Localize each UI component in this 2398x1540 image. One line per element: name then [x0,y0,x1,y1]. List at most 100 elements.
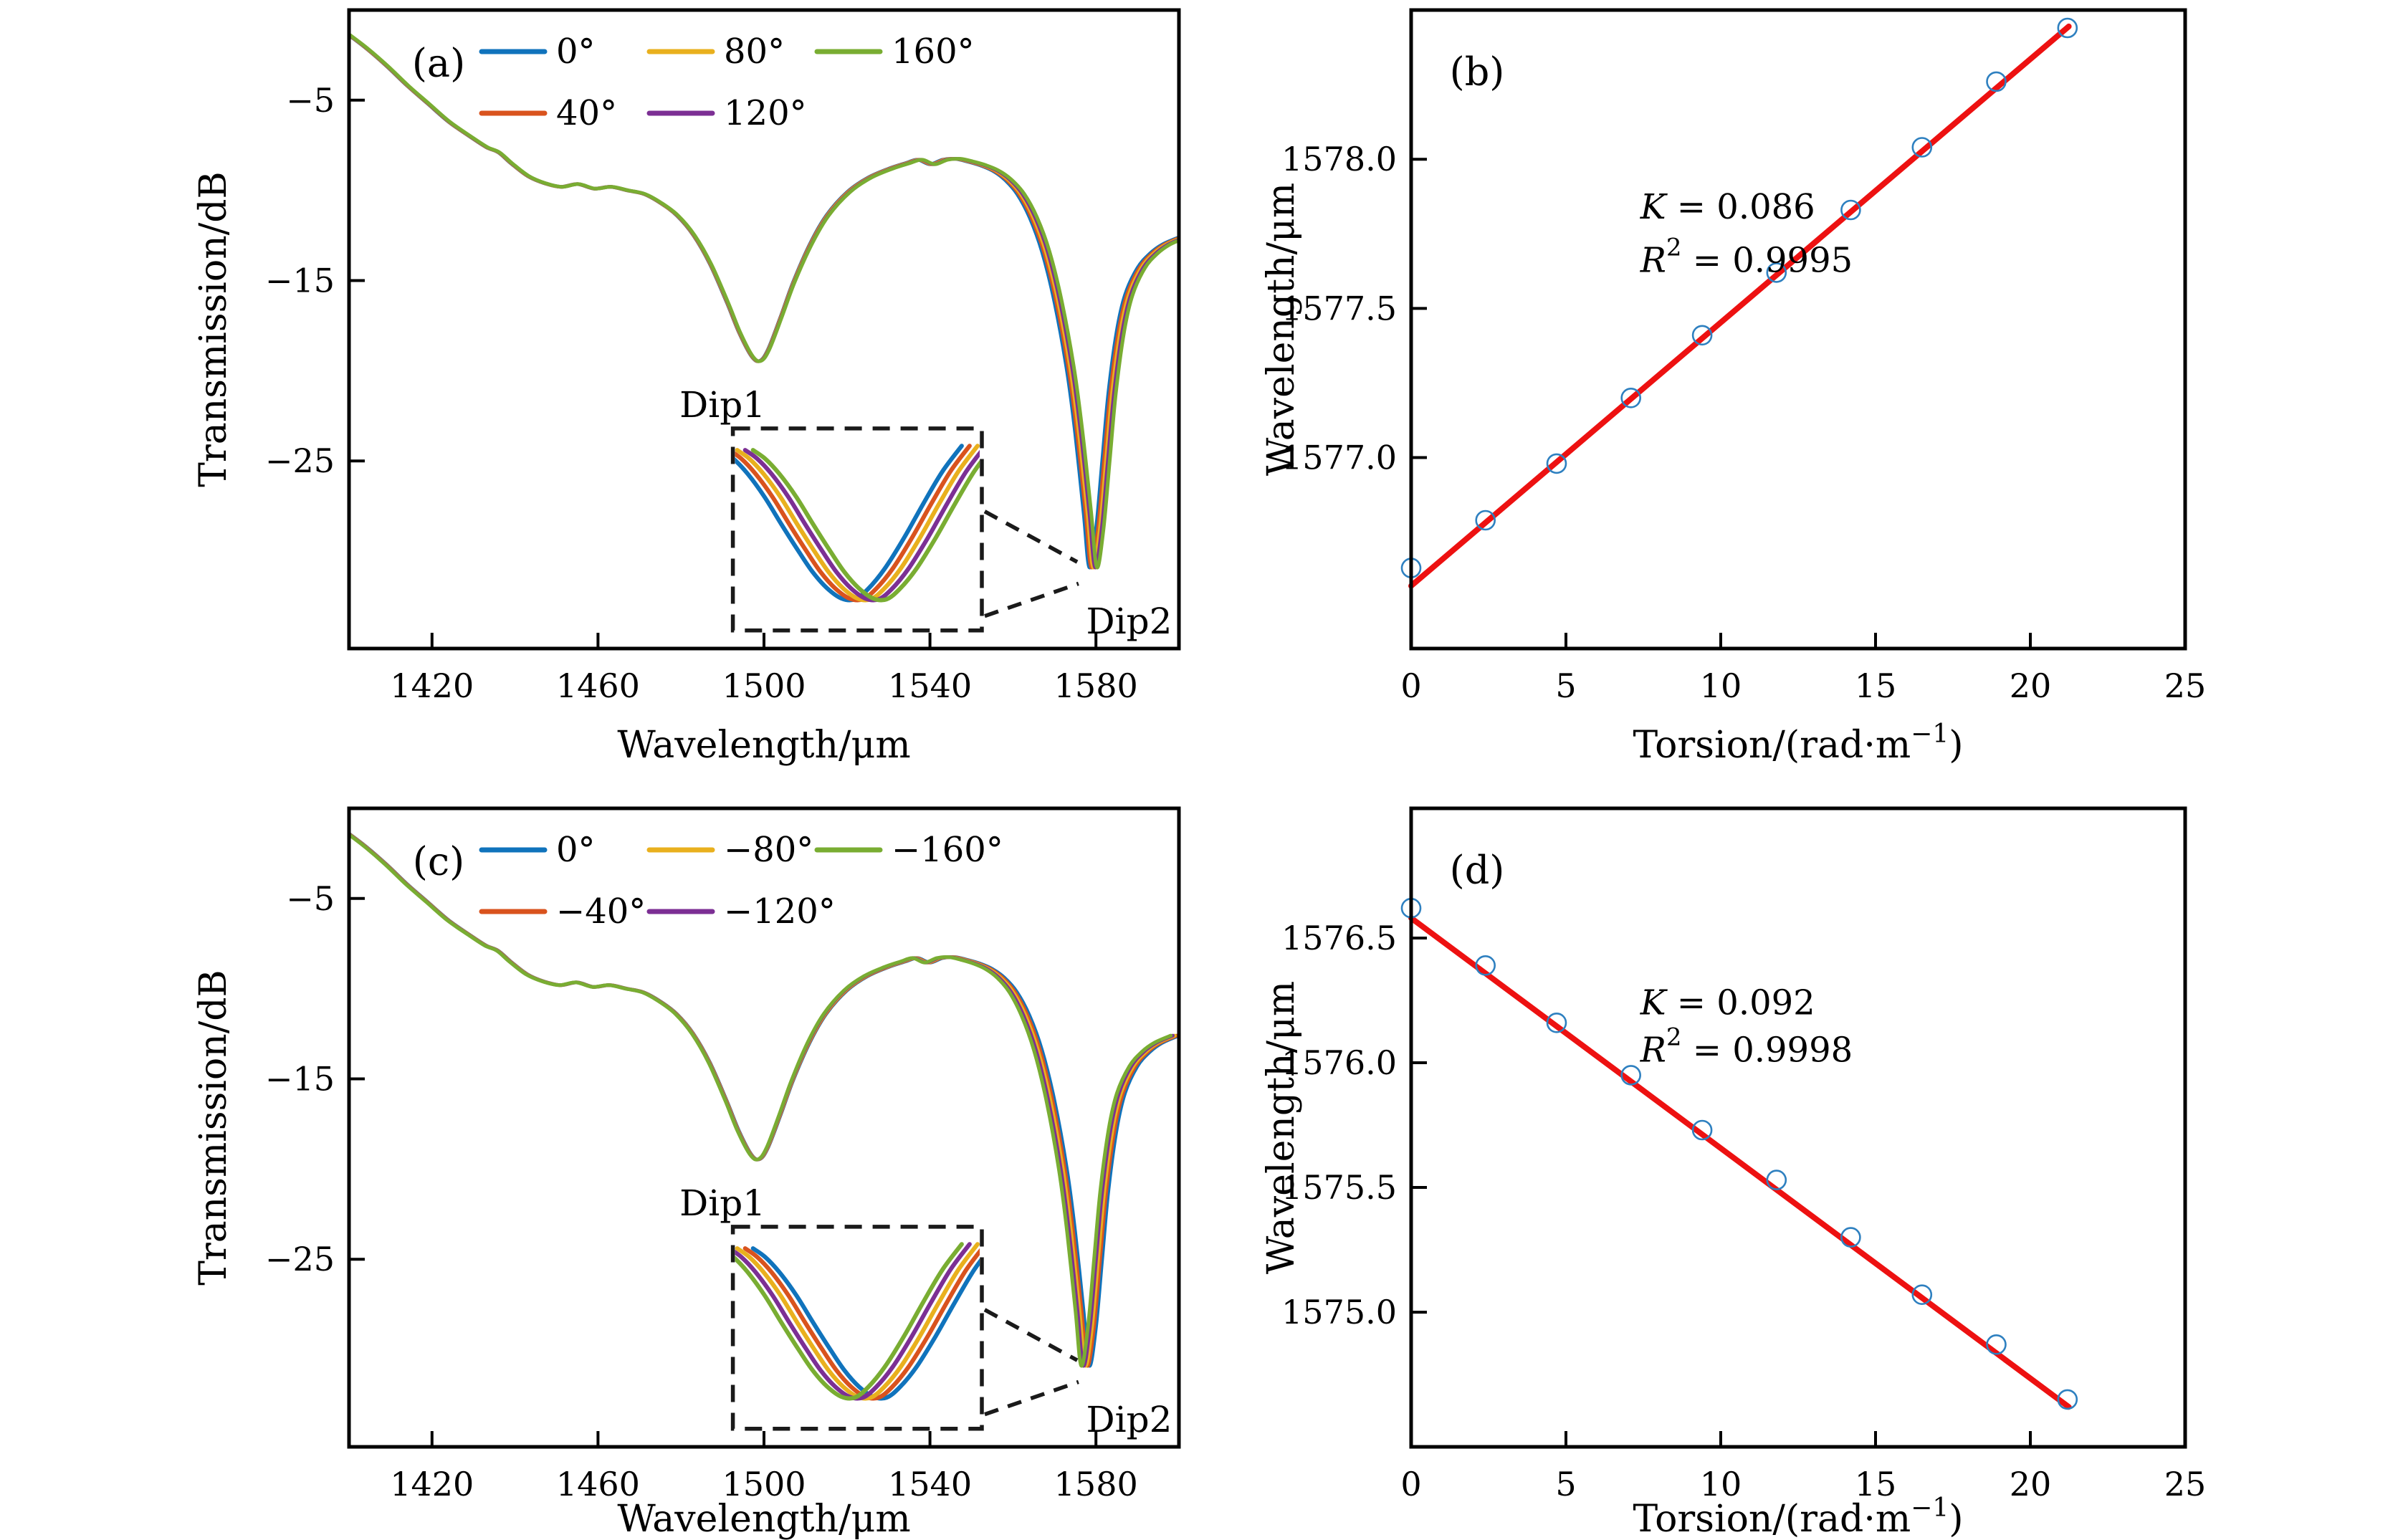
data-point [2057,1389,2078,1410]
x-tick-label: 15 [1855,666,1897,705]
x-tick-label: 1580 [1054,666,1138,705]
legend-label: 0° [556,830,596,870]
x-tick-label: 1420 [390,1465,474,1503]
x-tick-label: 1580 [1054,1465,1138,1503]
y-tick-label: −5 [286,81,335,120]
x-tick-label: 5 [1555,1465,1576,1503]
x-tick-label: 0 [1400,666,1421,705]
legend-label: −80° [724,830,813,870]
y-tick-label: 1575.5 [1281,1168,1397,1207]
legend-label: −40° [556,891,646,932]
legend: 0° 40° 80° 120° 160° [479,32,975,133]
inset-curve-−80° [735,1242,980,1401]
legend-item-−80°: −80° [646,830,813,870]
callout-line [984,1379,1079,1417]
y-tick-label: 1578.0 [1281,140,1397,178]
inset-curve-−40° [742,1246,980,1401]
inset-curve-0° [750,1246,980,1401]
data-point [1766,262,1787,283]
dip-label-dip1: Dip1 [679,384,765,426]
x-tick-label: 1500 [722,1465,806,1503]
y-tick-label: −15 [265,1060,335,1099]
data-point [1691,325,1713,346]
legend-label: −160° [892,830,1003,870]
panel-a: Dip1 Dip2 0° 40° 80° 120° 160° 1420 1460 1500 1540… [192,8,1181,767]
legend-item-0°: 0° [479,830,596,870]
data-point [1475,955,1496,976]
x-tick-label: 1500 [722,666,806,705]
y-axis-label: Wavelength/μm [1260,183,1303,476]
spectrum-curve-160° [350,33,1177,570]
legend-label: −120° [724,891,836,932]
legend: 0° −40° −80° −120° −160° [479,830,1003,932]
legend-item-160°: 160° [814,32,975,72]
x-tick-label: 10 [1700,1465,1742,1503]
panel-b: K = 0.086 R2 = 0.9995 0 5 10 15 20 25 1577.0 1577… [1260,8,2207,767]
inset-curve-−120° [735,1242,972,1401]
callout-line [983,1308,1079,1362]
data-point [1840,1227,1861,1248]
y-tick-label: −25 [265,1240,335,1278]
data-point [1546,453,1567,474]
legend-label: 40° [556,93,617,133]
x-tick-label: 0 [1400,1465,1421,1503]
inset-curve-160° [750,448,980,603]
x-tick-label: 25 [2164,1465,2207,1503]
data-point [1986,71,2007,92]
axis-frame [347,806,1181,1449]
y-tick-label: 1576.0 [1281,1043,1397,1082]
inset-curve-120° [742,448,980,603]
data-point [1911,137,1933,158]
fit-slope-annotation: K = 0.086 [1640,187,1815,227]
legend-item-−160°: −160° [814,830,1003,870]
y-tick-label: −5 [286,879,335,918]
dip-label-dip1: Dip1 [679,1182,765,1224]
spectrum-curves [350,832,1177,1368]
x-axis-label: Wavelength/μm [617,1498,910,1540]
inset-zoom-box [730,426,984,633]
panel-letter: (a) [412,41,465,86]
spectrum-curve-−160° [350,833,1173,1368]
x-tick-label: 25 [2164,666,2207,705]
y-tick-label: −25 [265,441,335,480]
legend-item-−40°: −40° [479,891,646,932]
y-tick-label: 1577.0 [1281,439,1397,477]
x-tick-label: 20 [2010,666,2052,705]
x-tick-label: 1540 [888,1465,972,1503]
y-axis-label: Transmission/dB [192,171,235,487]
fit-line [1408,23,2072,589]
callout-line [983,510,1079,564]
inset-curve-−160° [735,1242,964,1401]
legend-item-80°: 80° [646,32,785,72]
axis-frame [1409,8,2187,651]
x-axis-label: Torsion/(rad·m−1) [1633,719,1963,767]
panel-letter: (b) [1450,49,1505,95]
x-axis-label: Wavelength/μm [617,724,910,767]
axis-frame [1409,806,2187,1449]
data-point [2057,17,2078,39]
data-point [1766,1170,1787,1190]
x-tick-label: 1540 [888,666,972,705]
panel-letter: (c) [413,839,464,884]
data-point [1840,199,1861,221]
dip-label-dip2: Dip2 [1086,601,1172,642]
inset-curve-40° [735,444,972,603]
panel-c: Dip1 Dip2 0° −40° −80° −120° −160° 1420 1460 1500… [192,806,1181,1540]
x-axis-label: Torsion/(rad·m−1) [1633,1493,1963,1540]
x-tick-label: 10 [1700,666,1742,705]
inset-curves [735,444,980,603]
legend-label: 160° [892,32,975,72]
fit-slope-annotation: K = 0.092 [1640,983,1815,1023]
x-tick-label: 1460 [556,666,640,705]
x-tick-label: 1420 [390,666,474,705]
fit-line [1408,915,2072,1410]
legend-item-120°: 120° [646,93,807,133]
inset-curve-80° [735,444,980,603]
legend-label: 80° [724,32,785,72]
x-tick-label: 1460 [556,1465,640,1503]
inset-curve-0° [735,444,964,603]
legend-item-40°: 40° [479,93,617,133]
